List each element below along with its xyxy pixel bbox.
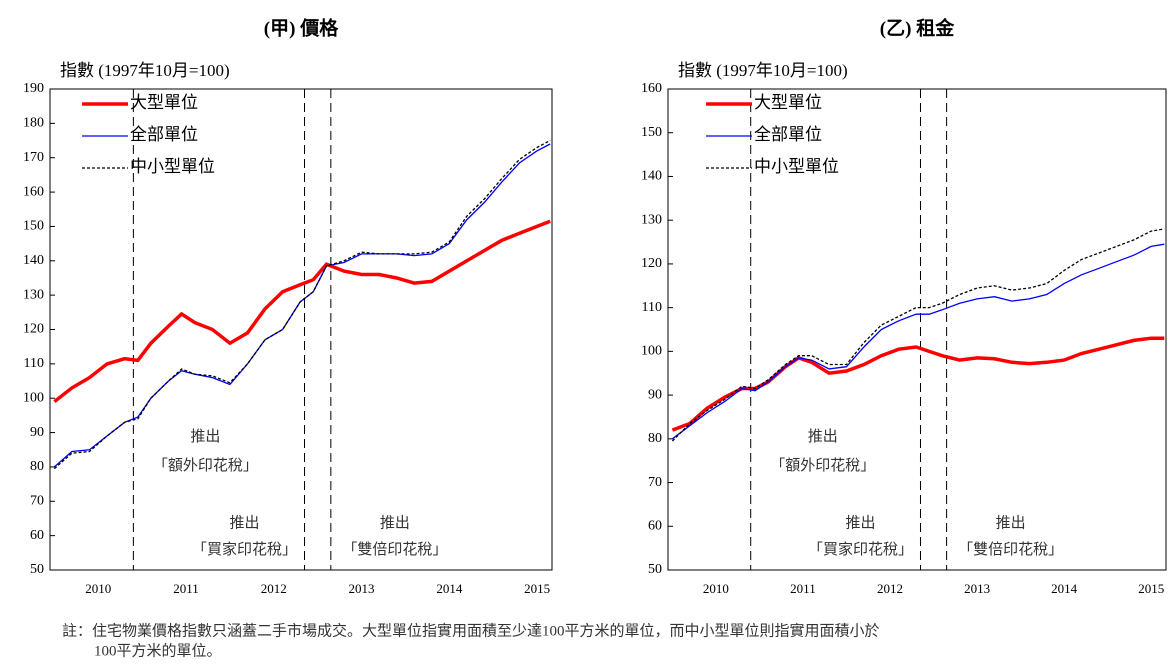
y-tick-label: 100 bbox=[641, 344, 662, 359]
annotation: 推出 bbox=[190, 428, 220, 445]
y-tick-label: 100 bbox=[23, 390, 44, 405]
y-tick-label: 80 bbox=[30, 459, 44, 474]
series-line bbox=[53, 219, 551, 403]
x-tick-label: 2012 bbox=[877, 581, 903, 596]
y-tick-label: 160 bbox=[641, 81, 662, 96]
series-line bbox=[53, 143, 551, 468]
y-tick-label: 140 bbox=[23, 253, 44, 268]
x-tick-label: 2015 bbox=[524, 581, 550, 596]
annotation: 推出 bbox=[380, 515, 410, 532]
y-tick-label: 140 bbox=[641, 169, 662, 184]
legend-label: 全部單位 bbox=[130, 125, 198, 144]
annotation: 「額外印花稅」 bbox=[770, 457, 875, 474]
y-tick-label: 150 bbox=[641, 125, 662, 140]
y-axis-label: 指數 (1997年10月=100) bbox=[60, 61, 230, 80]
note: 註：住宅物業價格指數只涵蓋二手市場成交。大型單位指實用面積至少達100平方米的單… bbox=[62, 621, 880, 639]
annotation: 推出 bbox=[996, 515, 1026, 532]
y-tick-label: 50 bbox=[30, 562, 44, 577]
x-tick-label: 2015 bbox=[1138, 581, 1164, 596]
y-tick-label: 120 bbox=[641, 256, 662, 271]
y-tick-label: 160 bbox=[23, 184, 44, 199]
legend-label: 大型單位 bbox=[754, 93, 822, 112]
x-tick-label: 2011 bbox=[790, 581, 816, 596]
y-tick-label: 130 bbox=[641, 212, 662, 227]
x-tick-label: 2010 bbox=[703, 581, 729, 596]
y-tick-label: 60 bbox=[30, 528, 44, 543]
x-tick-label: 2013 bbox=[964, 581, 990, 596]
chart-title: (甲) 價格 bbox=[264, 16, 339, 39]
y-tick-label: 70 bbox=[30, 494, 44, 509]
x-tick-label: 2012 bbox=[261, 581, 287, 596]
series-line bbox=[671, 336, 1165, 432]
note: 100平方米的單位。 bbox=[94, 642, 222, 659]
y-tick-label: 150 bbox=[23, 219, 44, 234]
legend-label: 全部單位 bbox=[754, 125, 822, 144]
y-tick-label: 60 bbox=[648, 518, 662, 533]
chart-title: (乙) 租金 bbox=[880, 16, 955, 39]
annotation: 「買家印花稅」 bbox=[808, 541, 913, 558]
series-line bbox=[671, 228, 1165, 442]
y-tick-label: 120 bbox=[23, 322, 44, 337]
series-line bbox=[672, 243, 1165, 440]
plot-frame bbox=[667, 88, 1167, 571]
y-tick-label: 180 bbox=[23, 116, 44, 131]
series-line bbox=[53, 139, 551, 470]
y-tick-label: 80 bbox=[648, 431, 662, 446]
annotation: 「額外印花稅」 bbox=[153, 457, 258, 474]
y-tick-label: 90 bbox=[30, 425, 44, 440]
y-tick-label: 130 bbox=[23, 287, 44, 302]
x-tick-label: 2014 bbox=[436, 581, 463, 596]
annotation: 推出 bbox=[230, 515, 260, 532]
x-tick-label: 2014 bbox=[1051, 581, 1078, 596]
legend-label: 中小型單位 bbox=[130, 157, 215, 176]
annotation: 「雙倍印花稅」 bbox=[342, 541, 447, 558]
annotation: 推出 bbox=[845, 515, 875, 532]
annotation: 「買家印花稅」 bbox=[192, 541, 297, 558]
y-tick-label: 190 bbox=[23, 81, 44, 96]
annotation: 推出 bbox=[808, 428, 838, 445]
y-tick-label: 50 bbox=[648, 562, 662, 577]
x-tick-label: 2013 bbox=[349, 581, 375, 596]
x-tick-label: 2010 bbox=[85, 581, 111, 596]
legend-label: 大型單位 bbox=[130, 93, 198, 112]
y-tick-label: 110 bbox=[642, 300, 662, 315]
legend-label: 中小型單位 bbox=[754, 157, 839, 176]
y-axis-label: 指數 (1997年10月=100) bbox=[678, 61, 848, 80]
plot-frame bbox=[49, 88, 553, 571]
y-tick-label: 170 bbox=[23, 150, 44, 165]
y-tick-label: 110 bbox=[24, 356, 44, 371]
y-tick-label: 70 bbox=[648, 475, 662, 490]
x-tick-label: 2011 bbox=[173, 581, 199, 596]
y-tick-label: 90 bbox=[648, 387, 662, 402]
annotation: 「雙倍印花稅」 bbox=[958, 541, 1063, 558]
